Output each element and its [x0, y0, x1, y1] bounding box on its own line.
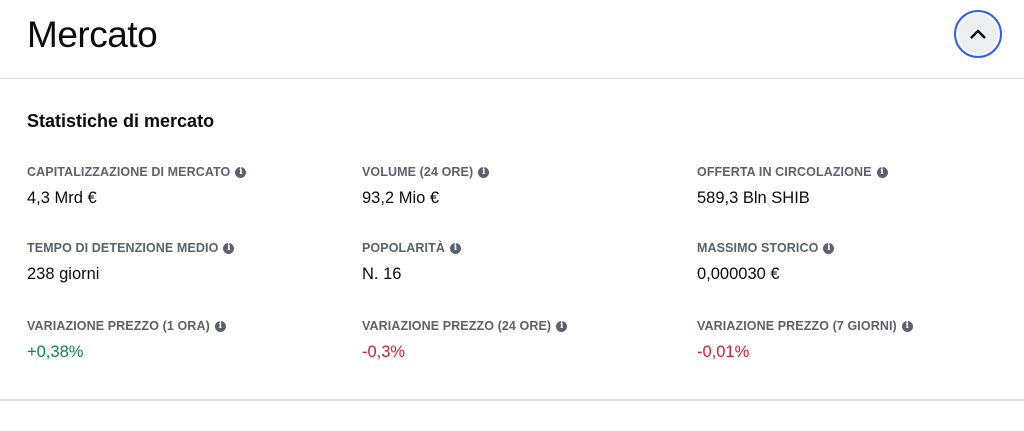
- stat-item: POPOLARITÀ i N. 16: [362, 240, 682, 284]
- stat-label: OFFERTA IN CIRCOLAZIONE i: [697, 164, 1017, 180]
- stat-value: 0,000030 €: [697, 265, 780, 283]
- stat-label-text: VOLUME (24 ORE): [362, 165, 474, 179]
- stat-value: -0,01%: [697, 343, 750, 361]
- stat-item: VARIAZIONE PREZZO (1 ORA) i +0,38%: [27, 318, 347, 362]
- stat-value: 238 giorni: [27, 265, 100, 283]
- bottom-divider: [0, 399, 1024, 401]
- info-icon[interactable]: i: [214, 320, 226, 332]
- stat-label-text: TEMPO DI DETENZIONE MEDIO: [27, 241, 219, 255]
- stat-label: VARIAZIONE PREZZO (24 ORE) i: [362, 318, 682, 334]
- info-icon[interactable]: i: [235, 166, 247, 178]
- info-icon[interactable]: i: [449, 242, 461, 254]
- stat-value: 93,2 Mio €: [362, 189, 440, 207]
- stat-item: CAPITALIZZAZIONE DI MERCATO i 4,3 Mrd €: [27, 164, 347, 208]
- stat-item: VARIAZIONE PREZZO (24 ORE) i -0,3%: [362, 318, 682, 362]
- stat-item: VARIAZIONE PREZZO (7 GIORNI) i -0,01%: [697, 318, 1017, 362]
- stat-label: POPOLARITÀ i: [362, 240, 682, 256]
- stat-item: TEMPO DI DETENZIONE MEDIO i 238 giorni: [27, 240, 347, 284]
- header-divider: [0, 78, 1024, 79]
- stat-label-text: VARIAZIONE PREZZO (7 GIORNI): [697, 319, 897, 333]
- section-title: Statistiche di mercato: [27, 111, 215, 131]
- stat-label-text: VARIAZIONE PREZZO (1 ORA): [27, 319, 210, 333]
- stat-value: +0,38%: [27, 343, 84, 361]
- stat-value: -0,3%: [362, 343, 406, 361]
- info-icon[interactable]: i: [876, 166, 888, 178]
- stat-item: MASSIMO STORICO i 0,000030 €: [697, 240, 1017, 284]
- stat-value: 589,3 Bln SHIB: [697, 189, 810, 207]
- stat-item: OFFERTA IN CIRCOLAZIONE i 589,3 Bln SHIB: [697, 164, 1017, 208]
- stat-label: VOLUME (24 ORE) i: [362, 164, 682, 180]
- stat-item: VOLUME (24 ORE) i 93,2 Mio €: [362, 164, 682, 208]
- info-icon[interactable]: i: [556, 320, 568, 332]
- stat-label-text: VARIAZIONE PREZZO (24 ORE): [362, 319, 552, 333]
- stat-label-text: MASSIMO STORICO: [697, 241, 819, 255]
- stat-label-text: POPOLARITÀ: [362, 241, 445, 255]
- collapse-button[interactable]: [954, 10, 1002, 58]
- stat-label-text: OFFERTA IN CIRCOLAZIONE: [697, 165, 872, 179]
- chevron-up-icon: [958, 14, 998, 54]
- stat-value: N. 16: [362, 265, 402, 283]
- info-icon[interactable]: i: [823, 242, 835, 254]
- info-icon[interactable]: i: [223, 242, 235, 254]
- info-icon[interactable]: i: [901, 320, 913, 332]
- stat-label: MASSIMO STORICO i: [697, 240, 1017, 256]
- stat-label: VARIAZIONE PREZZO (7 GIORNI) i: [697, 318, 1017, 334]
- info-icon[interactable]: i: [478, 166, 490, 178]
- stat-label-text: CAPITALIZZAZIONE DI MERCATO: [27, 165, 231, 179]
- page-title: Mercato: [27, 14, 158, 55]
- stat-label: CAPITALIZZAZIONE DI MERCATO i: [27, 164, 347, 180]
- stat-label: TEMPO DI DETENZIONE MEDIO i: [27, 240, 347, 256]
- stat-label: VARIAZIONE PREZZO (1 ORA) i: [27, 318, 347, 334]
- stat-value: 4,3 Mrd €: [27, 189, 97, 207]
